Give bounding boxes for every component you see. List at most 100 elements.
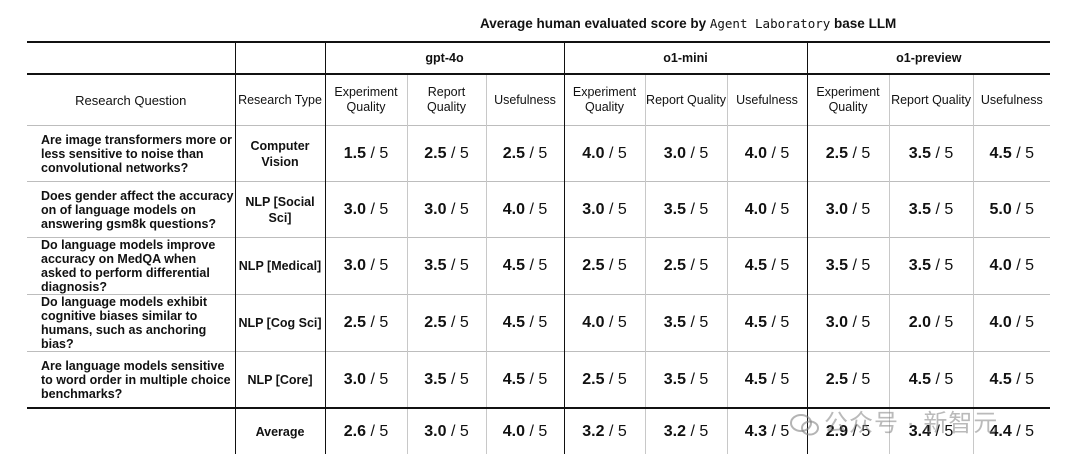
score-cell: 2.5 / 5 [806,351,890,408]
score-value: 3.5 [908,200,932,218]
score-cell: 4.5 / 5 [726,237,808,295]
score-cell: 3.0 / 5 [563,181,645,238]
score-cell: 3.0 / 5 [324,351,407,408]
metric-header: Report Quality [644,73,727,126]
research-question-cell: Does gender affect the accuracy on of la… [27,181,235,238]
score-value: 2.5 [424,314,447,331]
score-denominator: / 5 [686,370,709,388]
score-denominator: / 5 [767,200,790,218]
score-cell: 2.5 / 5 [406,294,486,352]
score-cell: 3.5 / 5 [888,125,974,182]
table-row: Are image transformers more or less sens… [27,125,1051,182]
score-cell: 3.0 / 5 [806,181,890,238]
score-value: 2.5 [343,314,366,331]
score-denominator: / 5 [1011,314,1035,331]
score-denominator: / 5 [686,314,709,331]
score-denominator: / 5 [525,314,548,331]
title-suffix: base LLM [834,16,897,31]
model-o1-mini: o1-mini [563,41,808,74]
score-value: 3.0 [424,200,447,218]
model-gpt-4o: gpt-4o [324,41,564,74]
average-score-value: 3.0 [424,422,447,440]
score-cell: 2.5 / 5 [806,125,890,182]
score-denominator: / 5 [848,314,871,331]
average-score-value: 2.6 [343,422,366,440]
score-cell: 3.5 / 5 [406,351,486,408]
wechat-icon [790,413,819,436]
score-denominator: / 5 [525,257,548,274]
score-value: 3.0 [825,314,849,331]
score-denominator: / 5 [767,370,790,388]
metric-header: Experiment Quality [806,73,890,126]
score-value: 2.5 [825,144,849,162]
score-denominator: / 5 [525,370,548,388]
metric-header: Usefulness [972,73,1051,126]
average-score-value: 2.9 [825,422,849,440]
research-question-cell: Are language models sensitive to word or… [27,351,235,408]
score-cell: 4.0 / 5 [563,125,645,182]
watermark: 公众号 · 新智元 [790,403,998,438]
score-value: 3.0 [343,257,366,274]
score-cell: 4.5 / 5 [485,351,564,408]
score-cell: 4.5 / 5 [485,294,564,352]
average-score-cell: 3.2 / 5 [563,407,645,454]
average-score-cell: 3.0 / 5 [406,407,486,454]
score-denominator: / 5 [525,144,548,162]
score-denominator: / 5 [848,422,871,440]
average-score-cell: 4.3 / 5 [726,407,808,454]
score-cell: 4.5 / 5 [888,351,974,408]
score-value: 2.5 [663,257,686,274]
score-denominator: / 5 [446,257,469,274]
empty-corner [27,41,235,74]
score-value: 4.0 [989,314,1012,331]
average-score-cell: 4.0 / 5 [485,407,564,454]
title-agent-laboratory: Agent Laboratory [709,16,831,31]
average-score-cell: 2.6 / 5 [324,407,407,454]
score-denominator: / 5 [686,422,709,440]
average-row: Average 2.6 / 5 3.0 / 5 4.0 / 5 3.2 / 5 3.2 /… [27,407,1051,454]
score-denominator: / 5 [446,370,469,388]
average-blank-cell [27,407,235,454]
score-value: 4.5 [502,370,525,388]
score-value: 3.5 [663,370,686,388]
research-question-cell: Do language models exhibit cognitive bia… [27,294,235,352]
score-value: 3.5 [908,257,932,274]
score-denominator: / 5 [686,144,709,162]
score-value: 4.5 [502,314,525,331]
score-cell: 3.0 / 5 [324,237,407,295]
table-row: Does gender affect the accuracy on of la… [27,181,1051,238]
score-cell: 4.0 / 5 [726,181,808,238]
score-denominator: / 5 [931,314,954,331]
table-row: Do language models improve accuracy on M… [27,237,1051,295]
metric-header: Experiment Quality [324,73,407,126]
average-score-cell: 3.2 / 5 [644,407,727,454]
score-value: 4.5 [989,370,1012,388]
scores-table: gpt-4o o1-mini o1-preview Research Quest… [27,41,1051,454]
score-value: 2.5 [502,144,525,162]
average-score-cell: 2.9 / 5 [806,407,890,454]
score-denominator: / 5 [366,144,389,162]
score-cell: 4.0 / 5 [972,294,1051,352]
score-value: 4.0 [582,144,605,162]
score-value: 3.0 [663,144,686,162]
score-denominator: / 5 [446,314,469,331]
score-denominator: / 5 [1011,200,1035,218]
table-row: Do language models exhibit cognitive bia… [27,294,1051,352]
score-cell: 2.0 / 5 [888,294,974,352]
table-row: Are language models sensitive to word or… [27,351,1051,408]
model-header-row: gpt-4o o1-mini o1-preview [27,41,1051,74]
score-cell: 2.5 / 5 [563,237,645,295]
score-denominator: / 5 [604,422,627,440]
score-denominator: / 5 [931,200,954,218]
score-denominator: / 5 [1011,144,1035,162]
research-type-cell: NLP [Cog Sci] [234,294,325,352]
score-cell: 4.0 / 5 [972,237,1051,295]
score-denominator: / 5 [848,200,871,218]
score-cell: 3.5 / 5 [888,181,974,238]
score-value: 4.0 [744,200,768,218]
score-cell: 1.5 / 5 [324,125,407,182]
score-value: 4.0 [989,257,1012,274]
score-denominator: / 5 [366,257,389,274]
score-denominator: / 5 [848,144,871,162]
metric-header-row: Research Question Research Type Experime… [27,73,1051,126]
